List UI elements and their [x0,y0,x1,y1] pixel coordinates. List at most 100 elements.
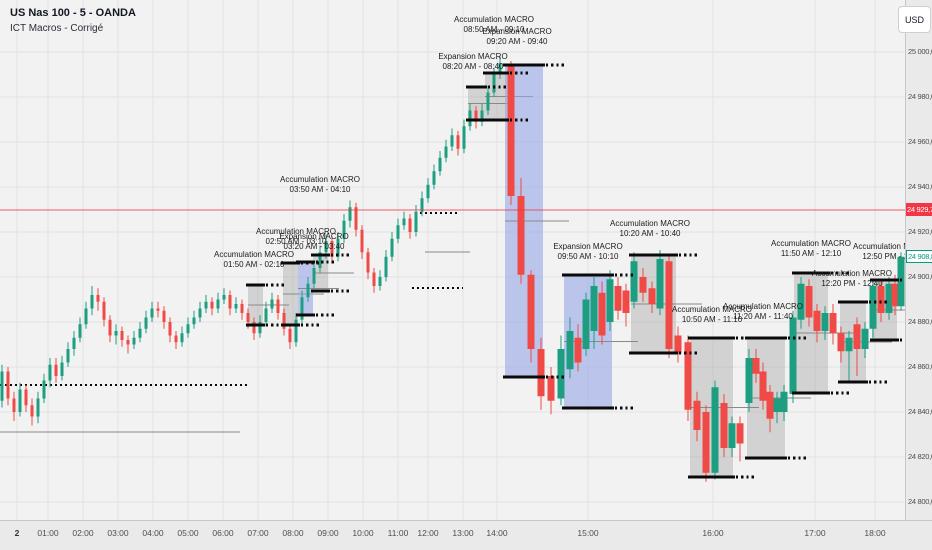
time-tick-label: 13:00 [452,528,474,538]
time-tick-label: 16:00 [702,528,724,538]
candle-body [674,335,682,354]
chart-plot-area[interactable]: Accumulation MACRO 01:50 AM - 02:10 Accumu… [0,0,905,520]
candle-body [492,74,496,93]
candle-body [720,403,728,448]
candle-body [745,358,753,403]
macro-label-time[interactable]: 09:20 AM - 09:40 [487,37,548,46]
candle-body [270,299,274,309]
macro-label-time[interactable]: 01:50 AM - 02:10 [224,260,285,269]
candle-body [264,308,268,322]
candle-body [306,283,310,298]
candle-body [126,340,130,345]
macro-label-title[interactable]: Expansion MACRO [553,242,622,251]
time-tick-label: 15:00 [577,528,599,538]
symbol-title[interactable]: US Nas 100 - 5 - OANDA [10,7,136,19]
candle-body [582,299,590,349]
candle-body [789,317,797,394]
time-tick-label: 18:00 [864,528,886,538]
price-axis[interactable]: USD 24 929,7 24 908,8 25 000,0 24 980,0 24… [898,0,932,520]
candle-body [630,261,638,302]
candle-body [813,310,821,331]
macro-label-title[interactable]: Accumulation MACRO [280,175,360,184]
candle-body [853,324,861,349]
candle-body [120,331,124,340]
candle-body [780,391,788,412]
price-tick-label: 24 980,0 [908,92,932,101]
time-axis[interactable]: 2 01:00 02:00 03:00 04:00 05:00 06:00 07:00 08:0… [0,520,932,550]
candle-body [18,389,22,412]
macro-label-title[interactable]: Accumulation MACRO [214,250,294,259]
candle-body [222,295,226,300]
time-tick-label: 14:00 [486,528,508,538]
last-price-badge: 24 908,8 [906,250,932,263]
macro-label-time[interactable]: 03:50 AM - 04:10 [290,185,351,194]
candle-body [408,218,412,232]
macro-label-time[interactable]: 11:50 AM - 12:10 [781,249,842,258]
candle-body [456,135,460,149]
candle-body [30,405,34,417]
candle-body [656,259,664,309]
candle-body [614,286,622,311]
price-tick-label: 24 940,0 [908,182,932,191]
candle-body [821,313,829,331]
price-tick-label: 24 880,0 [908,317,932,326]
macro-label-title[interactable]: Accumulation MACRO [610,219,690,228]
candle-body [24,389,28,406]
candle-body [42,380,46,399]
macro-label-time[interactable]: 03:20 AM - 03:40 [284,242,345,251]
macro-label-title[interactable]: Accumulation MACRO [256,227,336,236]
macro-label-title[interactable]: Expansion MACRO [438,52,507,61]
time-tick-label: 17:00 [804,528,826,538]
macro-label-time[interactable]: 10:50 AM - 11:10 [682,315,743,324]
price-tick-label: 24 860,0 [908,362,932,371]
price-tick-label: 24 920,0 [908,227,932,236]
time-tick-label: 12:00 [417,528,439,538]
candle-body [330,241,334,257]
macro-label-time[interactable]: 09:50 AM - 10:10 [558,252,619,261]
candle-body [66,349,70,363]
macro-label-title[interactable]: Expansion MACRO [482,27,551,36]
candle-body [168,322,172,336]
macro-label-time[interactable]: 08:50 AM - 09:10 [464,25,525,34]
candle-body [861,328,869,349]
macro-label-title[interactable]: Accumulation MACRO [771,239,851,248]
candle-body [462,126,466,149]
candle-body [300,297,304,320]
macro-label-time[interactable]: 12:50 PM - 13:10 [862,252,905,261]
macro-label-time[interactable]: 12:20 PM - 12:40 [821,279,883,288]
candle-body [474,110,478,122]
candle-body [132,337,136,345]
macro-label-title[interactable]: Accumulation MACRO [672,305,752,314]
macro-label-title[interactable]: Accumulation MACRO [853,242,905,251]
candle-body [72,337,76,349]
macro-label-title[interactable]: Accumulation MACRO [454,15,534,24]
candle-body [622,290,630,313]
candle-body [897,256,905,307]
time-tick-label: 10:00 [352,528,374,538]
candle-body [228,295,232,309]
candle-body [384,256,388,277]
time-tick-label: 03:00 [107,528,129,538]
candle-body [444,146,448,158]
candle-body [372,272,376,286]
candle-body [36,398,40,417]
macro-label-time[interactable]: 02:50 AM - 03:10 [266,237,327,246]
candle-body [877,286,885,313]
time-tick-label: 04:00 [142,528,164,538]
price-tick-label: 24 840,0 [908,407,932,416]
candle-body [150,308,154,318]
candle-body [198,308,202,318]
candle-body [378,277,382,286]
macro-label-title[interactable]: Accumulation MACRO [723,302,803,311]
indicator-title[interactable]: ICT Macros - Corrigé [10,23,104,34]
candle-body [869,286,877,329]
currency-button[interactable]: USD [898,6,931,33]
macro-label-time[interactable]: 11:20 AM - 11:40 [733,312,793,321]
macro-label-title[interactable]: Accumulation MACRO [812,269,892,278]
macro-label-time[interactable]: 10:20 AM - 10:40 [620,229,681,238]
macro-label-time[interactable]: 08:20 AM - 08:40 [443,62,504,71]
macro-label-title[interactable]: Expansion MACRO [279,232,348,241]
candle-body [517,196,525,275]
candle-body [84,308,88,325]
